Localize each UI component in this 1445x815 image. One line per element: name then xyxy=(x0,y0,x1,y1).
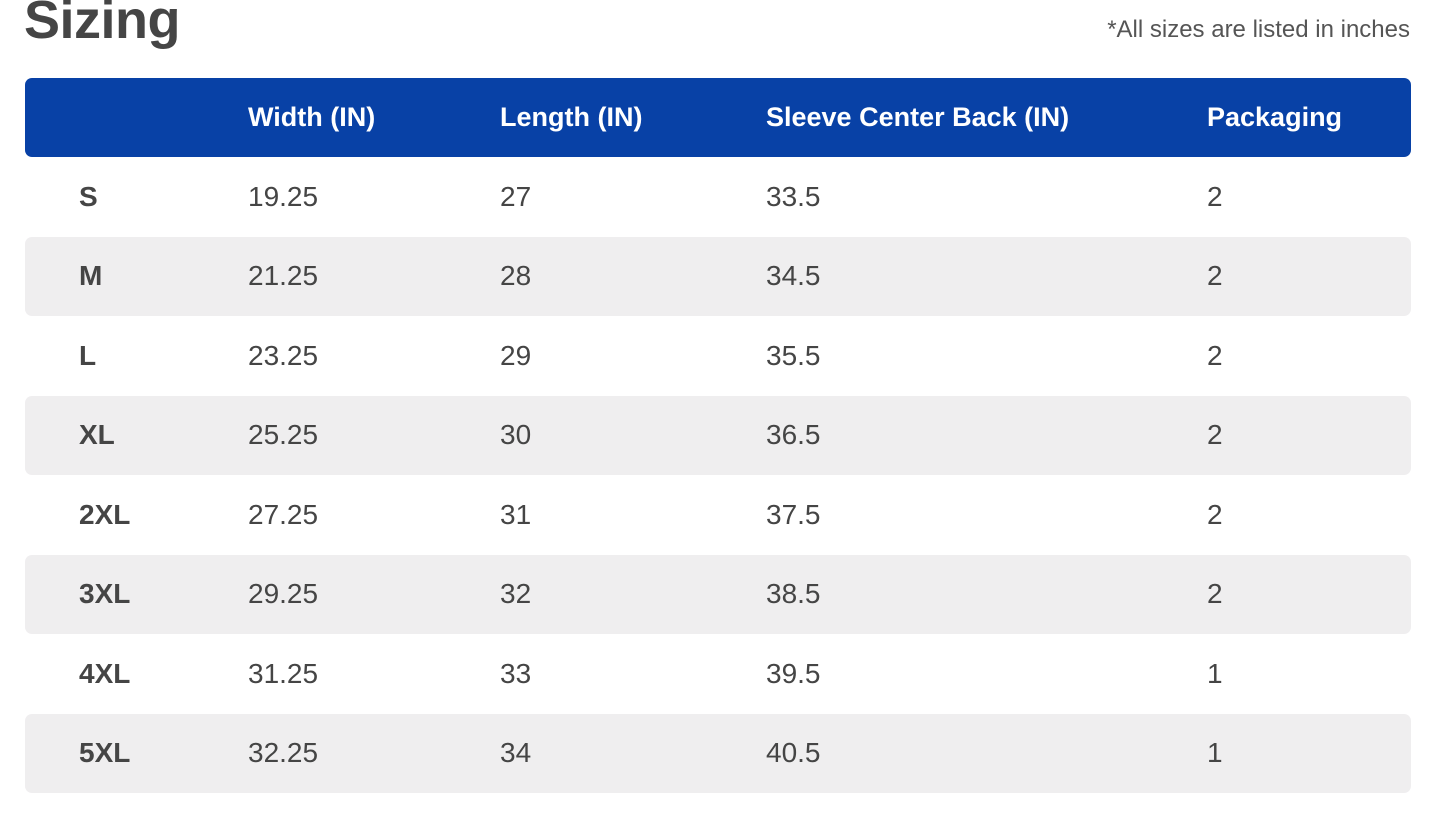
size-cell: S xyxy=(79,180,98,212)
packaging-cell: 2 xyxy=(1207,498,1223,530)
sleeve-cell: 38.5 xyxy=(766,578,821,610)
sleeve-cell: 34.5 xyxy=(766,260,821,292)
length-cell: 29 xyxy=(500,339,532,371)
table-row: XL 25.25 30 36.5 2 xyxy=(25,395,1411,475)
width-cell: 31.25 xyxy=(248,657,319,689)
length-cell: 27 xyxy=(500,180,532,212)
table-row: 5XL 32.25 34 40.5 1 xyxy=(25,713,1411,793)
table-header-row: Width (IN) Length (IN) Sleeve Center Bac… xyxy=(25,78,1411,157)
sleeve-cell: 37.5 xyxy=(766,498,821,530)
sleeve-cell: 33.5 xyxy=(766,180,821,212)
size-cell: XL xyxy=(79,419,115,451)
length-cell: 33 xyxy=(500,657,532,689)
packaging-cell: 2 xyxy=(1207,419,1223,451)
header-sleeve-center-back: Sleeve Center Back (IN) xyxy=(766,102,1070,132)
length-cell: 31 xyxy=(500,498,532,530)
packaging-cell: 2 xyxy=(1207,339,1223,371)
width-cell: 29.25 xyxy=(248,578,319,610)
width-cell: 25.25 xyxy=(248,419,319,451)
packaging-cell: 1 xyxy=(1207,657,1223,689)
packaging-cell: 1 xyxy=(1207,737,1223,769)
width-cell: 21.25 xyxy=(248,260,319,292)
table-row: L 23.25 29 35.5 2 xyxy=(25,316,1411,396)
sizing-table: Width (IN) Length (IN) Sleeve Center Bac… xyxy=(25,78,1411,793)
sleeve-cell: 35.5 xyxy=(766,339,821,371)
length-cell: 34 xyxy=(500,737,532,769)
packaging-cell: 2 xyxy=(1207,180,1223,212)
table-row: 4XL 31.25 33 39.5 1 xyxy=(25,634,1411,714)
size-cell: M xyxy=(79,260,103,292)
length-cell: 30 xyxy=(500,419,532,451)
width-cell: 23.25 xyxy=(248,339,319,371)
table-row: 2XL 27.25 31 37.5 2 xyxy=(25,475,1411,555)
sleeve-cell: 36.5 xyxy=(766,419,821,451)
table-row: 3XL 29.25 32 38.5 2 xyxy=(25,554,1411,634)
size-cell: 3XL xyxy=(79,578,131,610)
packaging-cell: 2 xyxy=(1207,578,1223,610)
length-cell: 28 xyxy=(500,260,532,292)
page-title: Sizing xyxy=(24,0,181,50)
length-cell: 32 xyxy=(500,578,532,610)
header-packaging: Packaging xyxy=(1207,102,1343,132)
header-length: Length (IN) xyxy=(500,102,643,132)
sleeve-cell: 39.5 xyxy=(766,657,821,689)
header-width: Width (IN) xyxy=(248,102,376,132)
size-cell: 5XL xyxy=(79,737,131,769)
units-note: *All sizes are listed in inches xyxy=(1107,16,1410,43)
width-cell: 19.25 xyxy=(248,180,319,212)
sleeve-cell: 40.5 xyxy=(766,737,821,769)
size-cell: 4XL xyxy=(79,657,131,689)
table-row: M 21.25 28 34.5 2 xyxy=(25,236,1411,316)
table-row: S 19.25 27 33.5 2 xyxy=(25,157,1411,237)
size-cell: L xyxy=(79,339,97,371)
size-cell: 2XL xyxy=(79,498,131,530)
width-cell: 27.25 xyxy=(248,498,319,530)
packaging-cell: 2 xyxy=(1207,260,1223,292)
width-cell: 32.25 xyxy=(248,737,319,769)
